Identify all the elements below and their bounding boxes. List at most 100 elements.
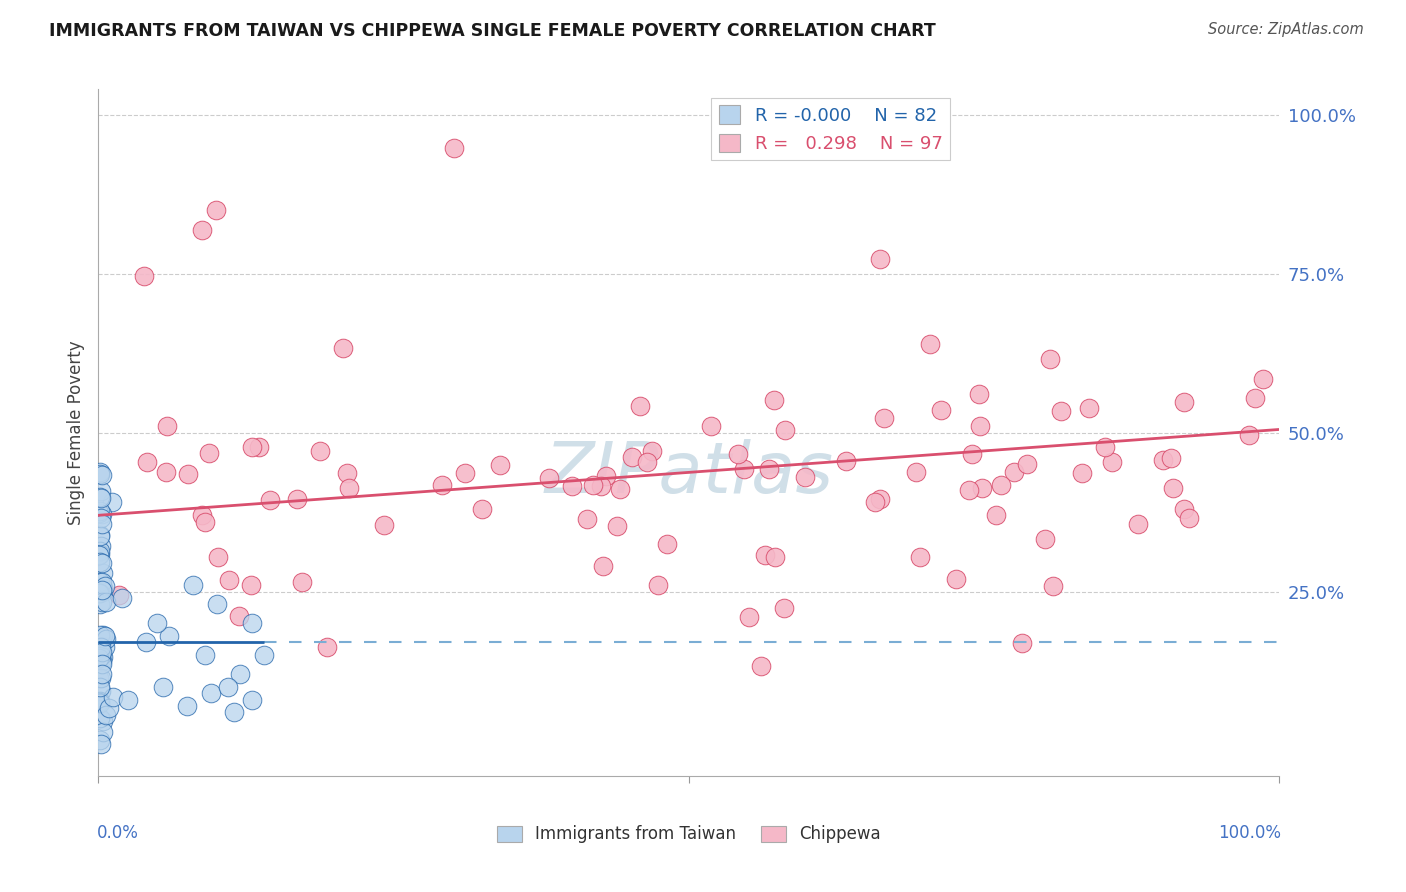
Point bbox=[89, 681, 111, 695]
Point bbox=[197, 446, 219, 460]
Point bbox=[1173, 501, 1195, 516]
Point bbox=[93, 579, 115, 593]
Point bbox=[90, 645, 112, 659]
Point bbox=[240, 616, 263, 631]
Point bbox=[89, 696, 111, 710]
Point bbox=[309, 443, 332, 458]
Point bbox=[1251, 372, 1274, 386]
Legend: Immigrants from Taiwan, Chippewa: Immigrants from Taiwan, Chippewa bbox=[491, 819, 887, 850]
Point bbox=[91, 566, 114, 580]
Point bbox=[91, 725, 114, 739]
Point bbox=[89, 544, 111, 558]
Point bbox=[205, 598, 228, 612]
Point bbox=[96, 708, 118, 723]
Point bbox=[855, 143, 877, 157]
Point bbox=[1002, 465, 1025, 479]
Text: 0.0%: 0.0% bbox=[97, 824, 139, 842]
Point bbox=[1011, 636, 1033, 650]
Point bbox=[285, 492, 308, 507]
Point bbox=[89, 548, 111, 562]
Point bbox=[136, 454, 159, 468]
Point bbox=[1160, 450, 1182, 465]
Point bbox=[609, 483, 631, 497]
Point bbox=[108, 588, 131, 602]
Point bbox=[91, 516, 114, 531]
Text: 100.0%: 100.0% bbox=[1218, 824, 1281, 842]
Point bbox=[592, 559, 614, 574]
Point bbox=[1237, 428, 1260, 442]
Point bbox=[90, 666, 112, 681]
Point bbox=[699, 419, 721, 434]
Point bbox=[247, 441, 270, 455]
Point bbox=[89, 597, 111, 611]
Point bbox=[90, 557, 112, 571]
Text: ZIPatlas: ZIPatlas bbox=[544, 440, 834, 508]
Point bbox=[835, 454, 858, 468]
Point bbox=[91, 657, 114, 672]
Point bbox=[191, 223, 214, 237]
Point bbox=[156, 418, 179, 433]
Point bbox=[90, 631, 112, 645]
Point bbox=[240, 578, 263, 592]
Point bbox=[87, 585, 110, 599]
Point bbox=[873, 411, 896, 425]
Point bbox=[430, 478, 453, 492]
Point bbox=[749, 659, 772, 673]
Point bbox=[1033, 532, 1056, 546]
Point bbox=[89, 574, 111, 589]
Point bbox=[217, 680, 239, 694]
Point bbox=[582, 478, 605, 492]
Point bbox=[91, 628, 114, 642]
Point bbox=[90, 491, 112, 505]
Point bbox=[94, 629, 117, 643]
Point bbox=[967, 386, 990, 401]
Point bbox=[89, 555, 111, 569]
Point bbox=[758, 462, 780, 476]
Point bbox=[620, 450, 643, 465]
Point bbox=[336, 466, 359, 480]
Point bbox=[737, 610, 759, 624]
Point bbox=[1039, 351, 1062, 366]
Point bbox=[373, 518, 395, 533]
Point bbox=[253, 648, 276, 663]
Point bbox=[537, 470, 560, 484]
Point bbox=[1161, 481, 1184, 495]
Point bbox=[176, 699, 198, 714]
Point bbox=[636, 455, 658, 469]
Point bbox=[929, 403, 952, 417]
Point bbox=[229, 667, 252, 681]
Text: IMMIGRANTS FROM TAIWAN VS CHIPPEWA SINGLE FEMALE POVERTY CORRELATION CHART: IMMIGRANTS FROM TAIWAN VS CHIPPEWA SINGL… bbox=[49, 22, 936, 40]
Point bbox=[181, 578, 204, 592]
Point bbox=[155, 465, 177, 479]
Point bbox=[471, 502, 494, 516]
Point bbox=[628, 399, 651, 413]
Point bbox=[89, 467, 111, 481]
Point bbox=[94, 640, 117, 654]
Point bbox=[561, 478, 583, 492]
Point bbox=[91, 507, 114, 521]
Point bbox=[1050, 404, 1073, 418]
Point bbox=[91, 585, 114, 599]
Point bbox=[91, 468, 114, 483]
Point bbox=[910, 550, 932, 565]
Point bbox=[606, 519, 628, 533]
Point bbox=[337, 481, 360, 495]
Point bbox=[591, 479, 613, 493]
Point bbox=[332, 342, 354, 356]
Point bbox=[957, 483, 980, 497]
Point bbox=[146, 616, 169, 631]
Point bbox=[905, 466, 928, 480]
Point bbox=[1152, 452, 1174, 467]
Point bbox=[945, 572, 967, 586]
Text: Source: ZipAtlas.com: Source: ZipAtlas.com bbox=[1208, 22, 1364, 37]
Point bbox=[90, 582, 112, 597]
Point bbox=[228, 609, 250, 624]
Point bbox=[90, 510, 112, 524]
Point bbox=[794, 470, 817, 484]
Point bbox=[134, 268, 156, 283]
Point bbox=[89, 643, 111, 657]
Point bbox=[647, 578, 669, 592]
Point bbox=[97, 701, 120, 715]
Point bbox=[94, 632, 117, 646]
Point bbox=[754, 549, 776, 563]
